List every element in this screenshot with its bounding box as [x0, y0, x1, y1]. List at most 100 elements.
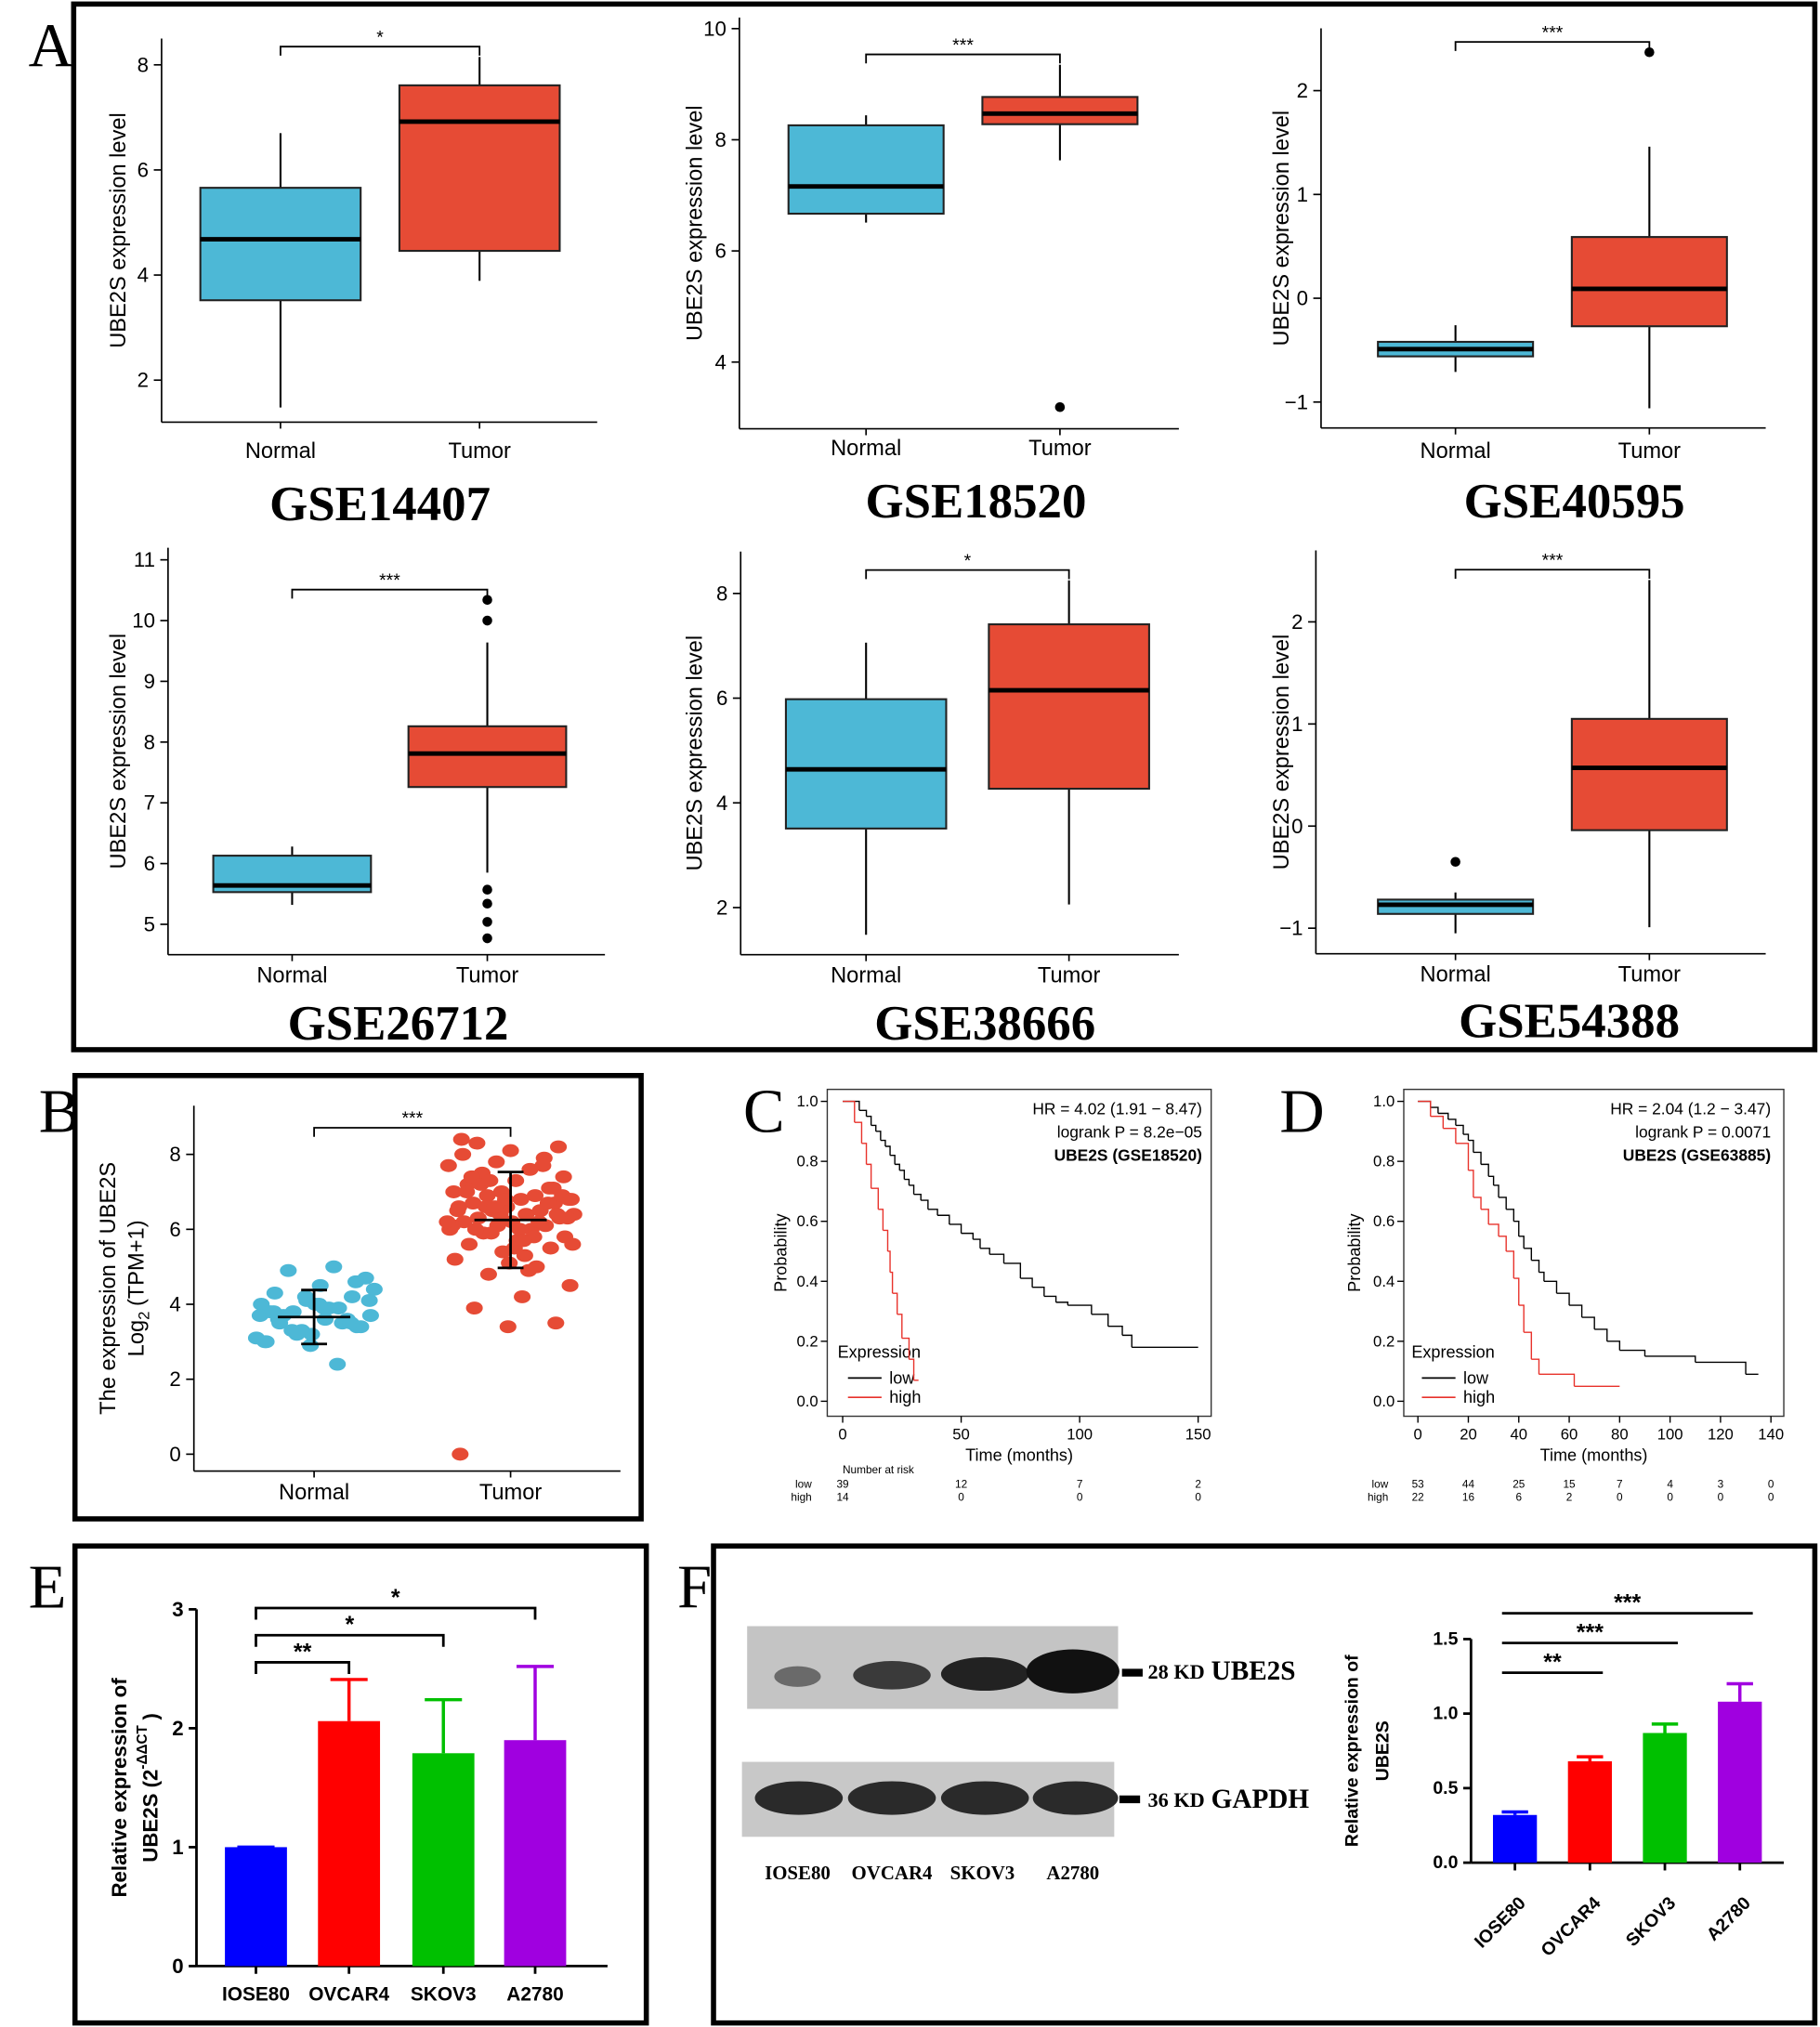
y-axis-title-part: UBE2S (2 [138, 1770, 162, 1863]
y-axis-title-part: ) [138, 1713, 162, 1720]
y-axis-title: Relative expression of [108, 1678, 131, 1898]
legend-label: low [1463, 1368, 1489, 1387]
risk-count: 0 [1195, 1490, 1201, 1503]
survival-step [921, 1199, 929, 1210]
blot-protein: GAPDH [1211, 1785, 1310, 1814]
risk-count: 0 [1718, 1490, 1724, 1503]
survival-step [887, 1250, 891, 1273]
survival-step [1430, 1116, 1445, 1129]
data-point [521, 1162, 539, 1176]
blot-band [847, 1781, 936, 1815]
data-point [361, 1309, 379, 1323]
box [787, 124, 945, 216]
y-tick-label: 1.0 [1433, 1704, 1458, 1724]
data-point [452, 1132, 470, 1146]
y-axis-title: Probability [771, 1213, 790, 1291]
data-point [526, 1189, 544, 1202]
survival-step [937, 1214, 950, 1224]
box [1570, 236, 1728, 328]
blot-size: 36 KD [1148, 1787, 1205, 1811]
survival-step [1538, 1373, 1576, 1387]
data-point [329, 1357, 347, 1371]
significance-label: *** [1542, 22, 1564, 43]
panel-frame [72, 1073, 644, 1522]
blot-lane-label: IOSE80 [765, 1862, 831, 1884]
survival-step [1513, 1277, 1520, 1306]
y-axis-title: UBE2S expression level [107, 634, 131, 870]
legend-title: Expression [838, 1343, 921, 1362]
y-tick-label: 8 [144, 730, 155, 753]
data-point [539, 1197, 556, 1210]
x-tick-label: Normal [1421, 439, 1491, 464]
significance-label: *** [1577, 1619, 1604, 1645]
significance-label: * [964, 551, 972, 571]
x-tick-label: 50 [952, 1426, 970, 1444]
y-tick-label: 2 [137, 369, 149, 392]
data-point [548, 1208, 566, 1222]
data-point [465, 1197, 482, 1210]
significance-bracket [865, 569, 1070, 580]
x-tick-label: 100 [1067, 1426, 1093, 1444]
legend-label: high [889, 1388, 921, 1406]
statistics: UBE2S (GSE63885) [1623, 1146, 1771, 1165]
risk-count: 0 [1077, 1490, 1083, 1503]
survival-step [1594, 1328, 1608, 1341]
y-tick-label: 4 [137, 264, 149, 287]
box [988, 623, 1150, 791]
data-point [342, 1316, 360, 1330]
survival-step [1531, 1259, 1540, 1273]
risk-count: 0 [1617, 1490, 1623, 1503]
chart-title: GSE14407 [269, 477, 491, 531]
x-tick-label: 120 [1708, 1426, 1734, 1444]
bar [1643, 1733, 1687, 1864]
significance-bracket [291, 588, 489, 599]
data-point [465, 1301, 483, 1315]
data-point [347, 1275, 365, 1288]
x-tick-label: Tumor [456, 964, 519, 988]
risk-row-label: high [791, 1490, 811, 1503]
data-point [486, 1200, 504, 1214]
statistics: logrank P = 0.0071 [1635, 1123, 1771, 1142]
significance-label: * [391, 1585, 400, 1611]
y-tick-label: 0.4 [797, 1273, 818, 1290]
data-point [515, 1234, 532, 1248]
data-point [564, 1237, 582, 1251]
y-tick-label: 5 [144, 912, 155, 935]
survival-step [1524, 1248, 1533, 1261]
risk-count: 25 [1512, 1477, 1525, 1490]
survival-step [897, 1314, 903, 1339]
survival-step [1569, 1304, 1583, 1318]
panel-frame [711, 1543, 1818, 2026]
data-point [266, 1286, 283, 1300]
blot-marker [1119, 1795, 1141, 1804]
y-tick-label: 1 [1291, 713, 1303, 736]
y-tick-label: 6 [144, 852, 155, 875]
survival-step [890, 1154, 896, 1165]
y-tick-label: 6 [169, 1218, 180, 1241]
data-point [316, 1313, 334, 1327]
y-axis-title-part: The expression of UBE2S [97, 1162, 121, 1415]
data-point [555, 1170, 572, 1184]
x-tick-label: 60 [1561, 1426, 1578, 1444]
blot-lane-label: A2780 [1046, 1862, 1099, 1884]
survival-step [904, 1178, 910, 1185]
y-tick-label: 11 [134, 548, 155, 571]
data-point [517, 1208, 535, 1222]
box [199, 187, 362, 302]
x-tick-label: SKOV3 [411, 1984, 477, 2006]
data-point [251, 1309, 268, 1323]
y-tick-label: 6 [716, 687, 727, 710]
survival-step [878, 1209, 884, 1231]
y-tick-label: 10 [132, 609, 155, 633]
data-point [534, 1158, 552, 1172]
chart-title: GSE18520 [865, 475, 1086, 529]
outlier [482, 933, 492, 944]
survival-step [1468, 1170, 1474, 1197]
y-tick-label: 2 [716, 896, 727, 919]
data-point [547, 1316, 565, 1330]
outlier [1644, 46, 1655, 58]
data-point [454, 1147, 472, 1161]
significance-bracket [313, 1127, 512, 1137]
plot-frame [1403, 1088, 1785, 1418]
survival-step [989, 1253, 1005, 1263]
